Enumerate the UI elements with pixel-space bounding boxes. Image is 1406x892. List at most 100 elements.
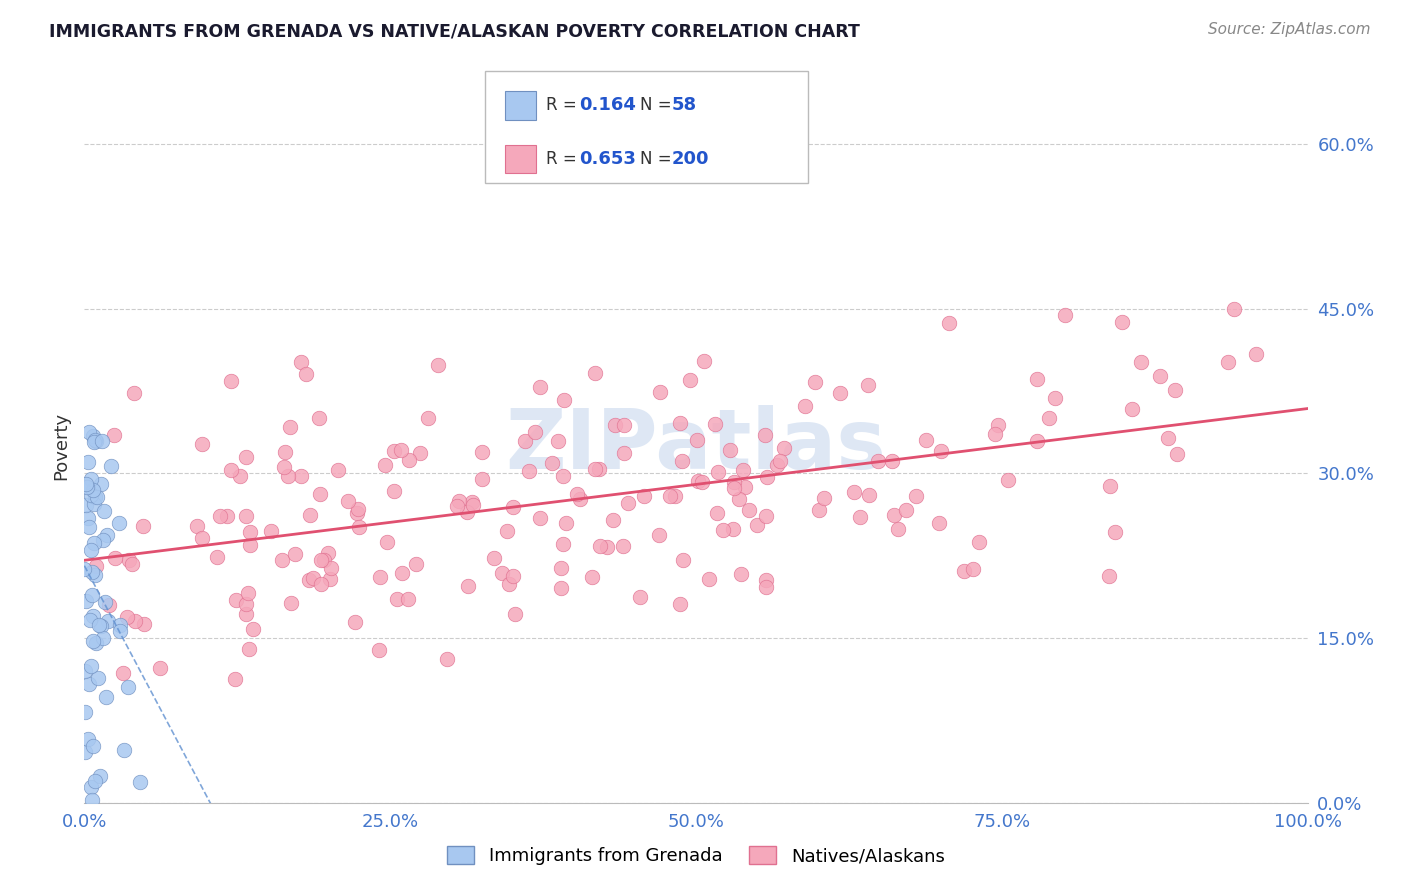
Point [887, 522, 910, 536]
Point [551, 469, 574, 483]
Point [650, 384, 672, 399]
Point [319, 572, 342, 586]
Point [1026, 372, 1049, 386]
Point [235, 597, 257, 611]
Point [529, 511, 551, 525]
Point [108, 516, 131, 530]
Point [236, 586, 259, 600]
Point [132, 518, 155, 533]
Point [77, 510, 100, 524]
Point [77, 520, 100, 534]
Point [856, 377, 879, 392]
Point [235, 509, 257, 524]
Point [987, 417, 1010, 432]
Point [382, 483, 405, 498]
Point [318, 546, 340, 560]
Point [1053, 308, 1076, 322]
Point [83, 433, 105, 447]
Text: 200: 200 [672, 150, 710, 168]
Point [668, 597, 690, 611]
Text: Source: ZipAtlas.com: Source: ZipAtlas.com [1208, 22, 1371, 37]
Point [91, 533, 114, 548]
Point [583, 367, 606, 381]
Point [503, 607, 526, 621]
Point [91, 434, 114, 448]
Point [75, 594, 97, 608]
Point [186, 519, 208, 533]
Point [290, 355, 312, 369]
Point [967, 535, 990, 549]
Point [755, 581, 778, 595]
Point [311, 577, 333, 591]
Point [1121, 402, 1143, 417]
Point [731, 462, 754, 476]
Point [745, 518, 768, 533]
Point [669, 416, 692, 430]
Point [984, 426, 1007, 441]
Point [690, 475, 713, 490]
Point [396, 592, 419, 607]
Point [962, 562, 984, 576]
Point [111, 666, 134, 681]
Point [77, 732, 100, 747]
Point [82, 428, 104, 442]
Point [278, 419, 301, 434]
Text: R =: R = [546, 96, 582, 114]
Point [75, 477, 97, 491]
Point [804, 375, 827, 389]
Point [589, 539, 612, 553]
Point [1223, 302, 1246, 317]
Point [734, 481, 756, 495]
Point [235, 450, 257, 464]
Point [149, 661, 172, 675]
Point [75, 746, 97, 760]
Point [728, 491, 751, 506]
Point [219, 374, 242, 388]
Point [953, 564, 976, 578]
Point [1098, 568, 1121, 582]
Point [842, 484, 865, 499]
Point [87, 671, 110, 685]
Point [343, 615, 366, 629]
Text: 0.653: 0.653 [579, 150, 636, 168]
Point [284, 547, 307, 561]
Point [938, 316, 960, 330]
Point [436, 652, 458, 666]
Point [93, 595, 115, 609]
Point [104, 551, 127, 566]
Point [541, 456, 564, 470]
Point [808, 502, 831, 516]
Point [96, 528, 118, 542]
Point [765, 458, 787, 473]
Point [628, 590, 651, 604]
Point [302, 571, 325, 585]
Point [588, 462, 610, 476]
Point [794, 400, 817, 414]
Point [295, 368, 318, 382]
Point [94, 690, 117, 704]
Point [550, 560, 572, 574]
Point [385, 592, 408, 607]
Point [290, 469, 312, 483]
Point [484, 550, 506, 565]
Point [1164, 383, 1187, 397]
Point [82, 609, 104, 624]
Text: IMMIGRANTS FROM GRENADA VS NATIVE/ALASKAN POVERTY CORRELATION CHART: IMMIGRANTS FROM GRENADA VS NATIVE/ALASKA… [49, 22, 860, 40]
Point [191, 437, 214, 451]
Point [553, 537, 575, 551]
Point [242, 622, 264, 636]
Point [346, 506, 368, 520]
Point [100, 459, 122, 474]
Point [456, 505, 478, 519]
Point [491, 566, 513, 581]
Point [664, 489, 686, 503]
Point [568, 492, 591, 507]
Point [225, 593, 247, 607]
Point [915, 433, 938, 447]
Point [73, 562, 96, 576]
Point [813, 491, 835, 505]
Point [86, 490, 108, 504]
Point [90, 619, 112, 633]
Point [82, 588, 104, 602]
Point [89, 617, 111, 632]
